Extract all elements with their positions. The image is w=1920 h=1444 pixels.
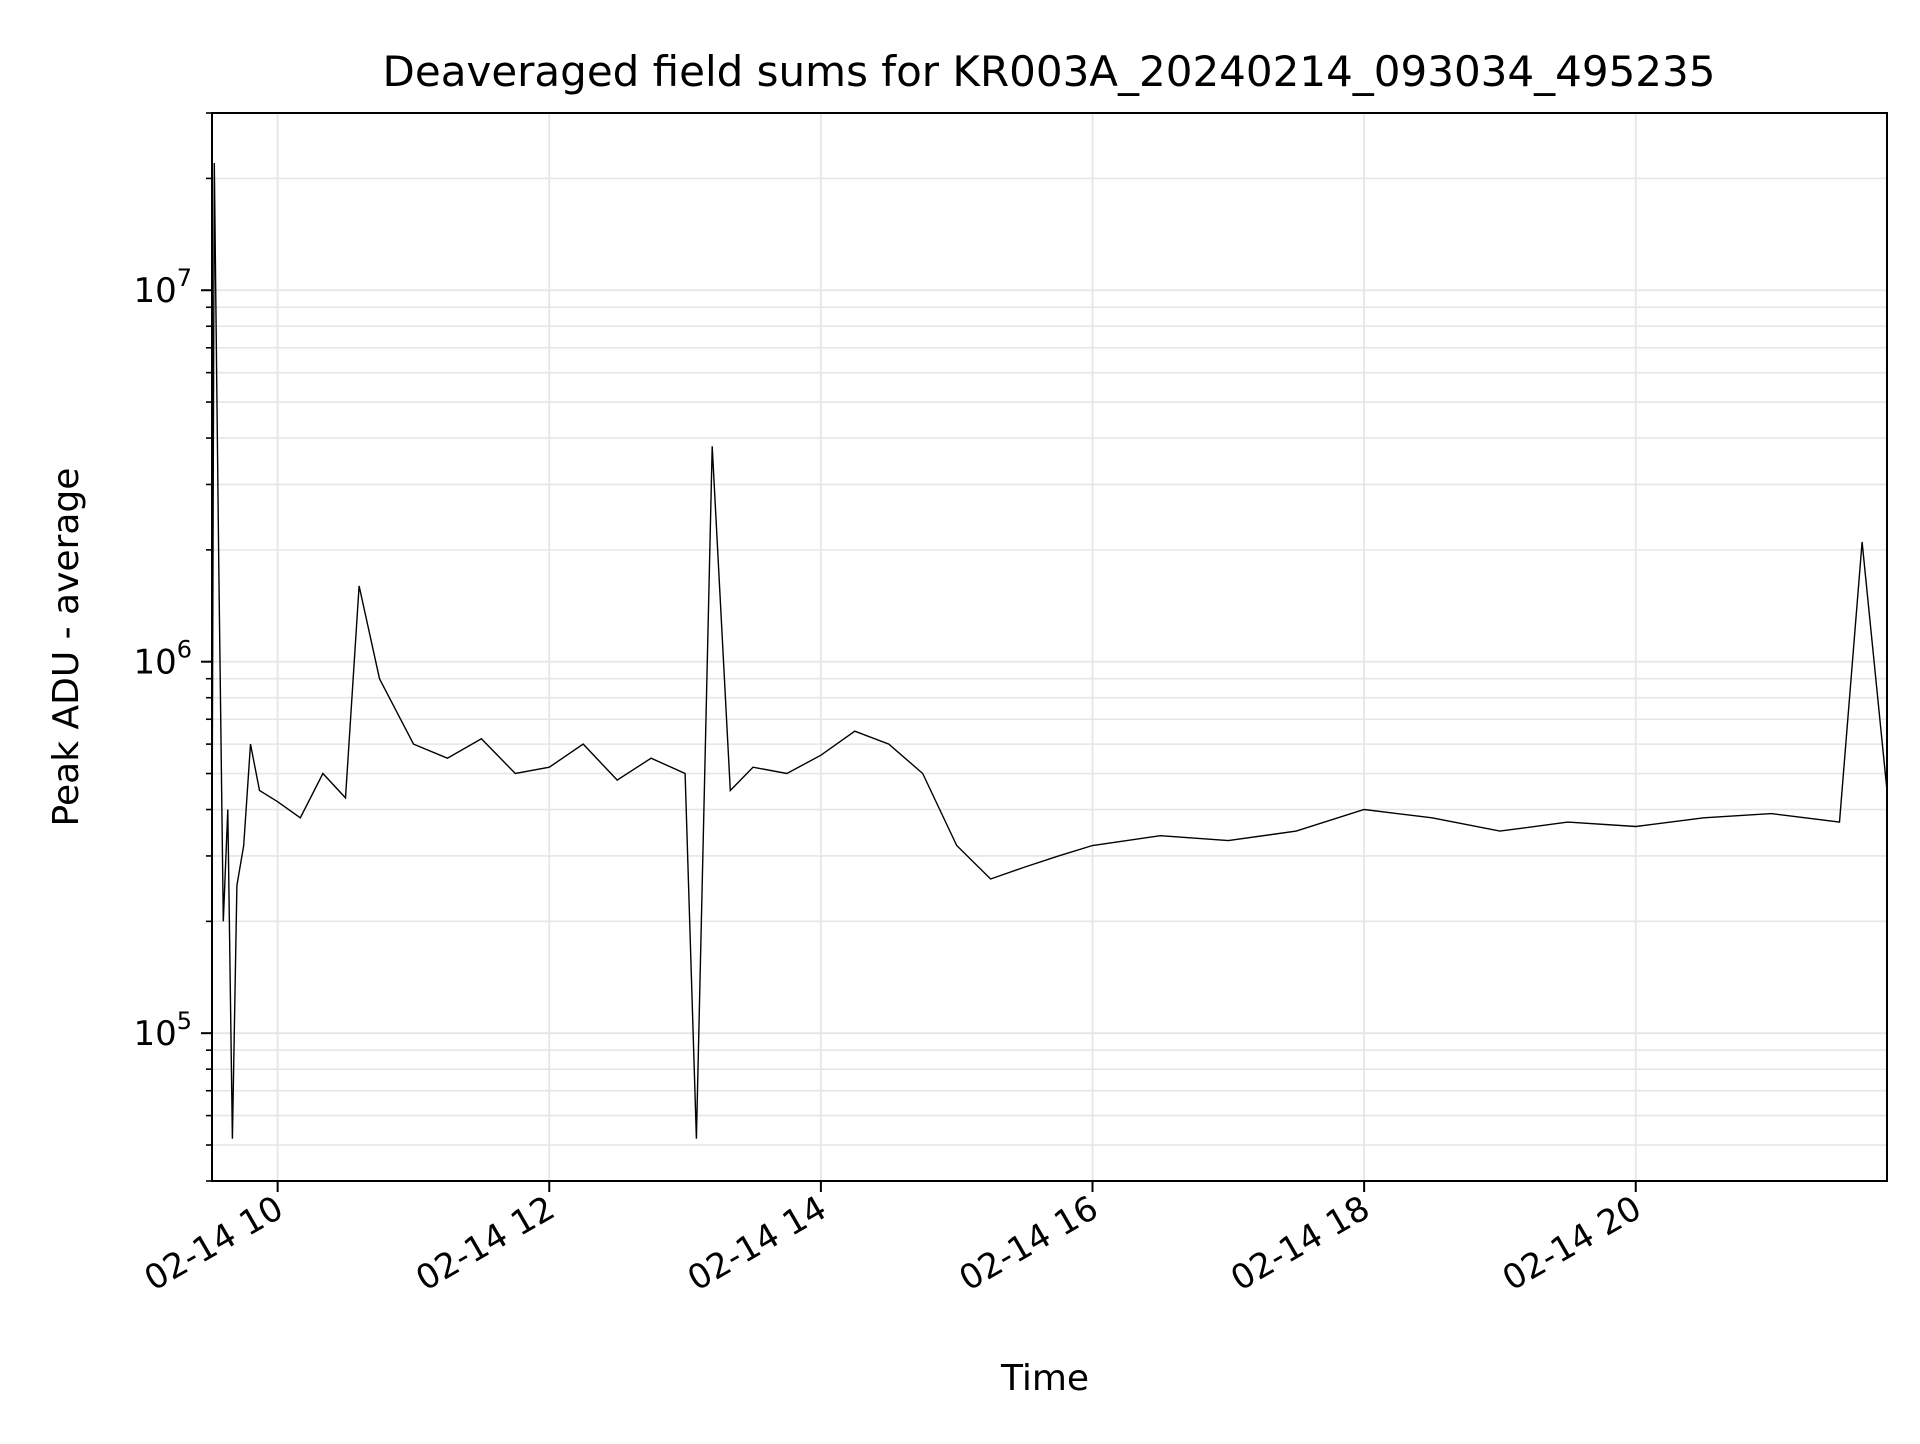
- x-tick-label: 02-14 10: [138, 1188, 290, 1299]
- x-tick-label: 02-14 20: [1496, 1188, 1648, 1299]
- plot-clip: [212, 162, 1887, 1139]
- plot-frame: [211, 112, 1888, 1182]
- grid-layer: [212, 112, 1887, 1182]
- y-axis-label: Peak ADU - average: [46, 468, 87, 827]
- x-tick-label: 02-14 14: [681, 1188, 833, 1299]
- x-tick-label: 02-14 18: [1224, 1188, 1376, 1299]
- series-line: [212, 162, 1887, 1139]
- x-axis-label: Time: [1000, 1358, 1089, 1399]
- chart-title: Deaveraged field sums for KR003A_2024021…: [383, 47, 1716, 96]
- y-tick-label: 105: [133, 1007, 192, 1054]
- x-tick-label: 02-14 16: [953, 1188, 1105, 1299]
- series-layer: [212, 162, 1887, 1139]
- y-tick-label: 106: [133, 636, 192, 683]
- y-tick-label: 107: [133, 264, 192, 311]
- x-tick-label: 02-14 12: [409, 1188, 561, 1299]
